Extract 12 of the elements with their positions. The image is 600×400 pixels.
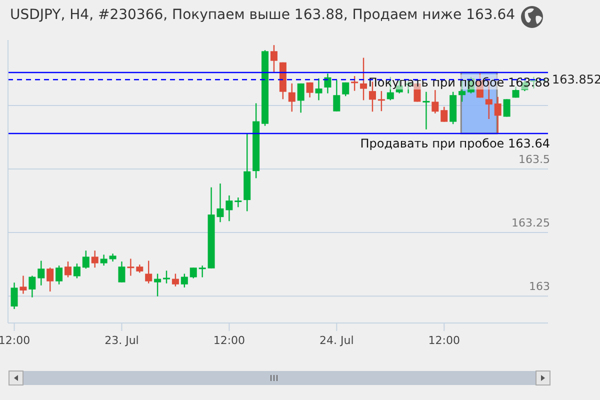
ref-line-label: 163.852 [552,72,600,87]
y-tick-label: 163.25 [512,216,550,230]
x-tick-label: 12:00 [0,334,30,347]
x-tick-label: 24. Jul [320,334,354,347]
chart-title: USDJPY, H4, #230366, Покупаем выше 163.88, Продаем ниже 163.64 [10,7,516,23]
y-tick-label: 163.5 [518,153,550,166]
x-tick-label: 12:00 [213,334,246,347]
ref-line-label: Покупать при пробое 163.88 [368,76,550,90]
x-tick-label: 12:00 [428,334,460,347]
x-tick-label: 23. Jul [104,334,139,347]
ref-line-label: Продавать при пробое 163.64 [360,136,550,150]
y-tick-label: 163 [529,280,550,294]
